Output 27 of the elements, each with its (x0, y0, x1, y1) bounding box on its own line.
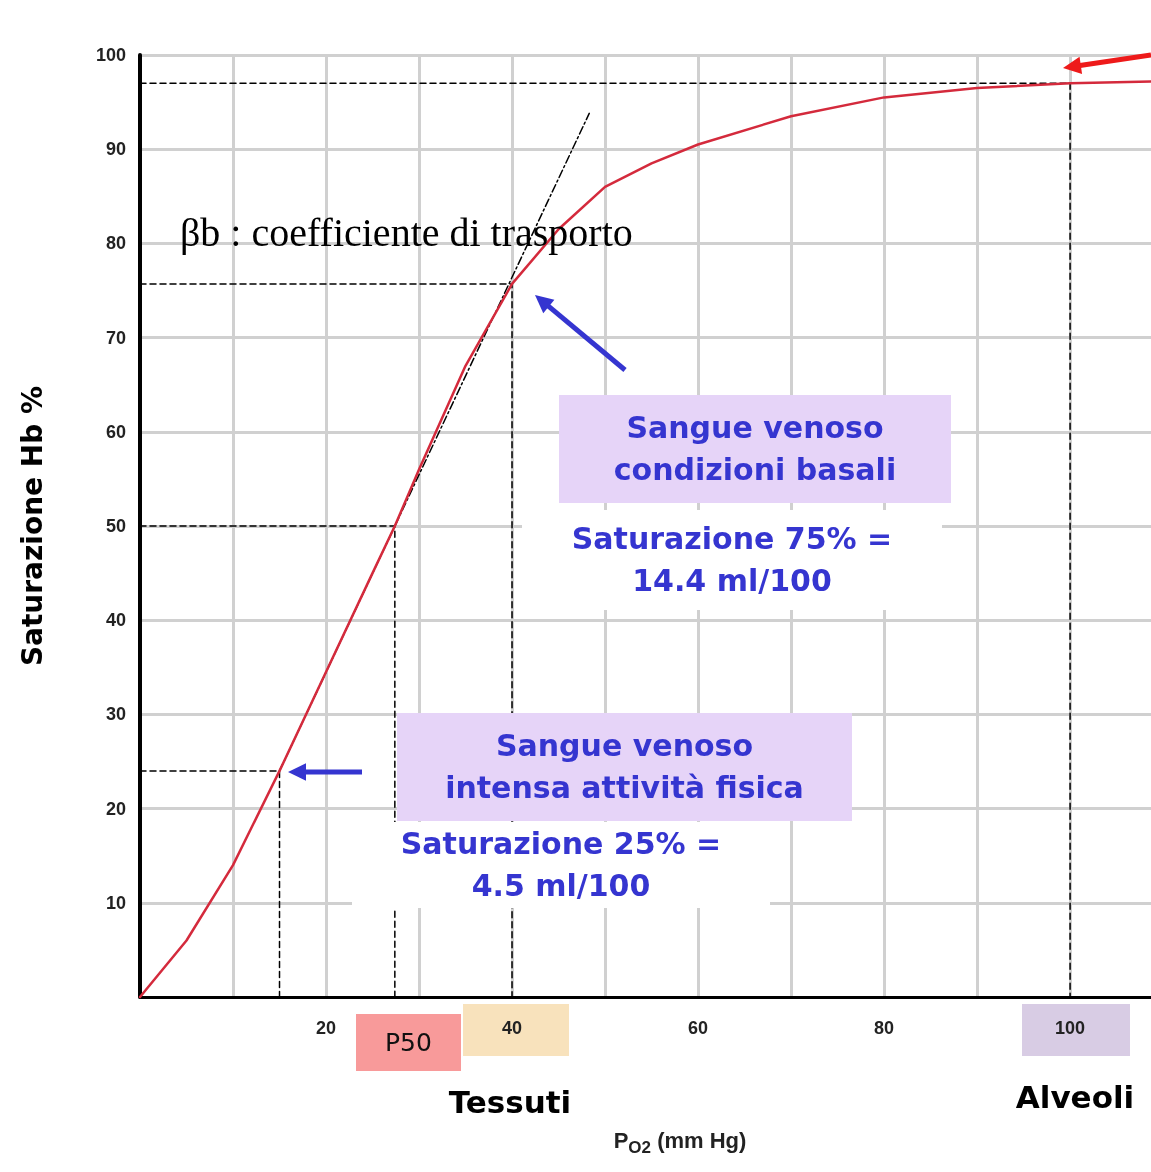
x-tick-label: 20 (316, 1018, 337, 1038)
y-tick-label: 50 (105, 516, 126, 536)
y-tick-label: 70 (105, 327, 126, 348)
y-tick-label: 10 (105, 892, 126, 913)
x-tick-label: 100 (1055, 1018, 1086, 1038)
text: Tessuti (448, 1083, 572, 1123)
y-axis-title: Saturazione Hb % (15, 385, 49, 667)
text-box: Sangue venoso condizioni basali (559, 395, 951, 503)
y-tick-label: 90 (105, 139, 126, 160)
annotation: Saturazione 25% = 4.5 ml/100 (400, 825, 722, 905)
y-tick-label: 80 (105, 233, 126, 254)
text: Alveoli (1015, 1078, 1135, 1118)
y-tick-label: 40 (105, 610, 126, 631)
x-tick-label: 60 (688, 1018, 709, 1038)
text-box: Sangue venoso intensa attività fisica (397, 713, 852, 821)
y-tick-label: 20 (105, 798, 126, 819)
y-tick-label: 60 (105, 421, 126, 442)
text-box: P50 (356, 1014, 461, 1071)
x-tick-label: 80 (874, 1018, 895, 1038)
annotation: Sangue venoso condizioni basali (613, 409, 897, 489)
y-tick-label: 30 (105, 704, 126, 725)
x-tick-label: 40 (502, 1018, 523, 1038)
text-box: Saturazione 75% = 14.4 ml/100 (522, 510, 942, 610)
annotation: Saturazione 75% = 14.4 ml/100 (571, 520, 893, 600)
y-tick-label: 100 (95, 45, 126, 65)
annotation: Sangue venoso intensa attività fisica (445, 727, 804, 807)
text-box: Saturazione 25% = 4.5 ml/100 (352, 822, 770, 908)
